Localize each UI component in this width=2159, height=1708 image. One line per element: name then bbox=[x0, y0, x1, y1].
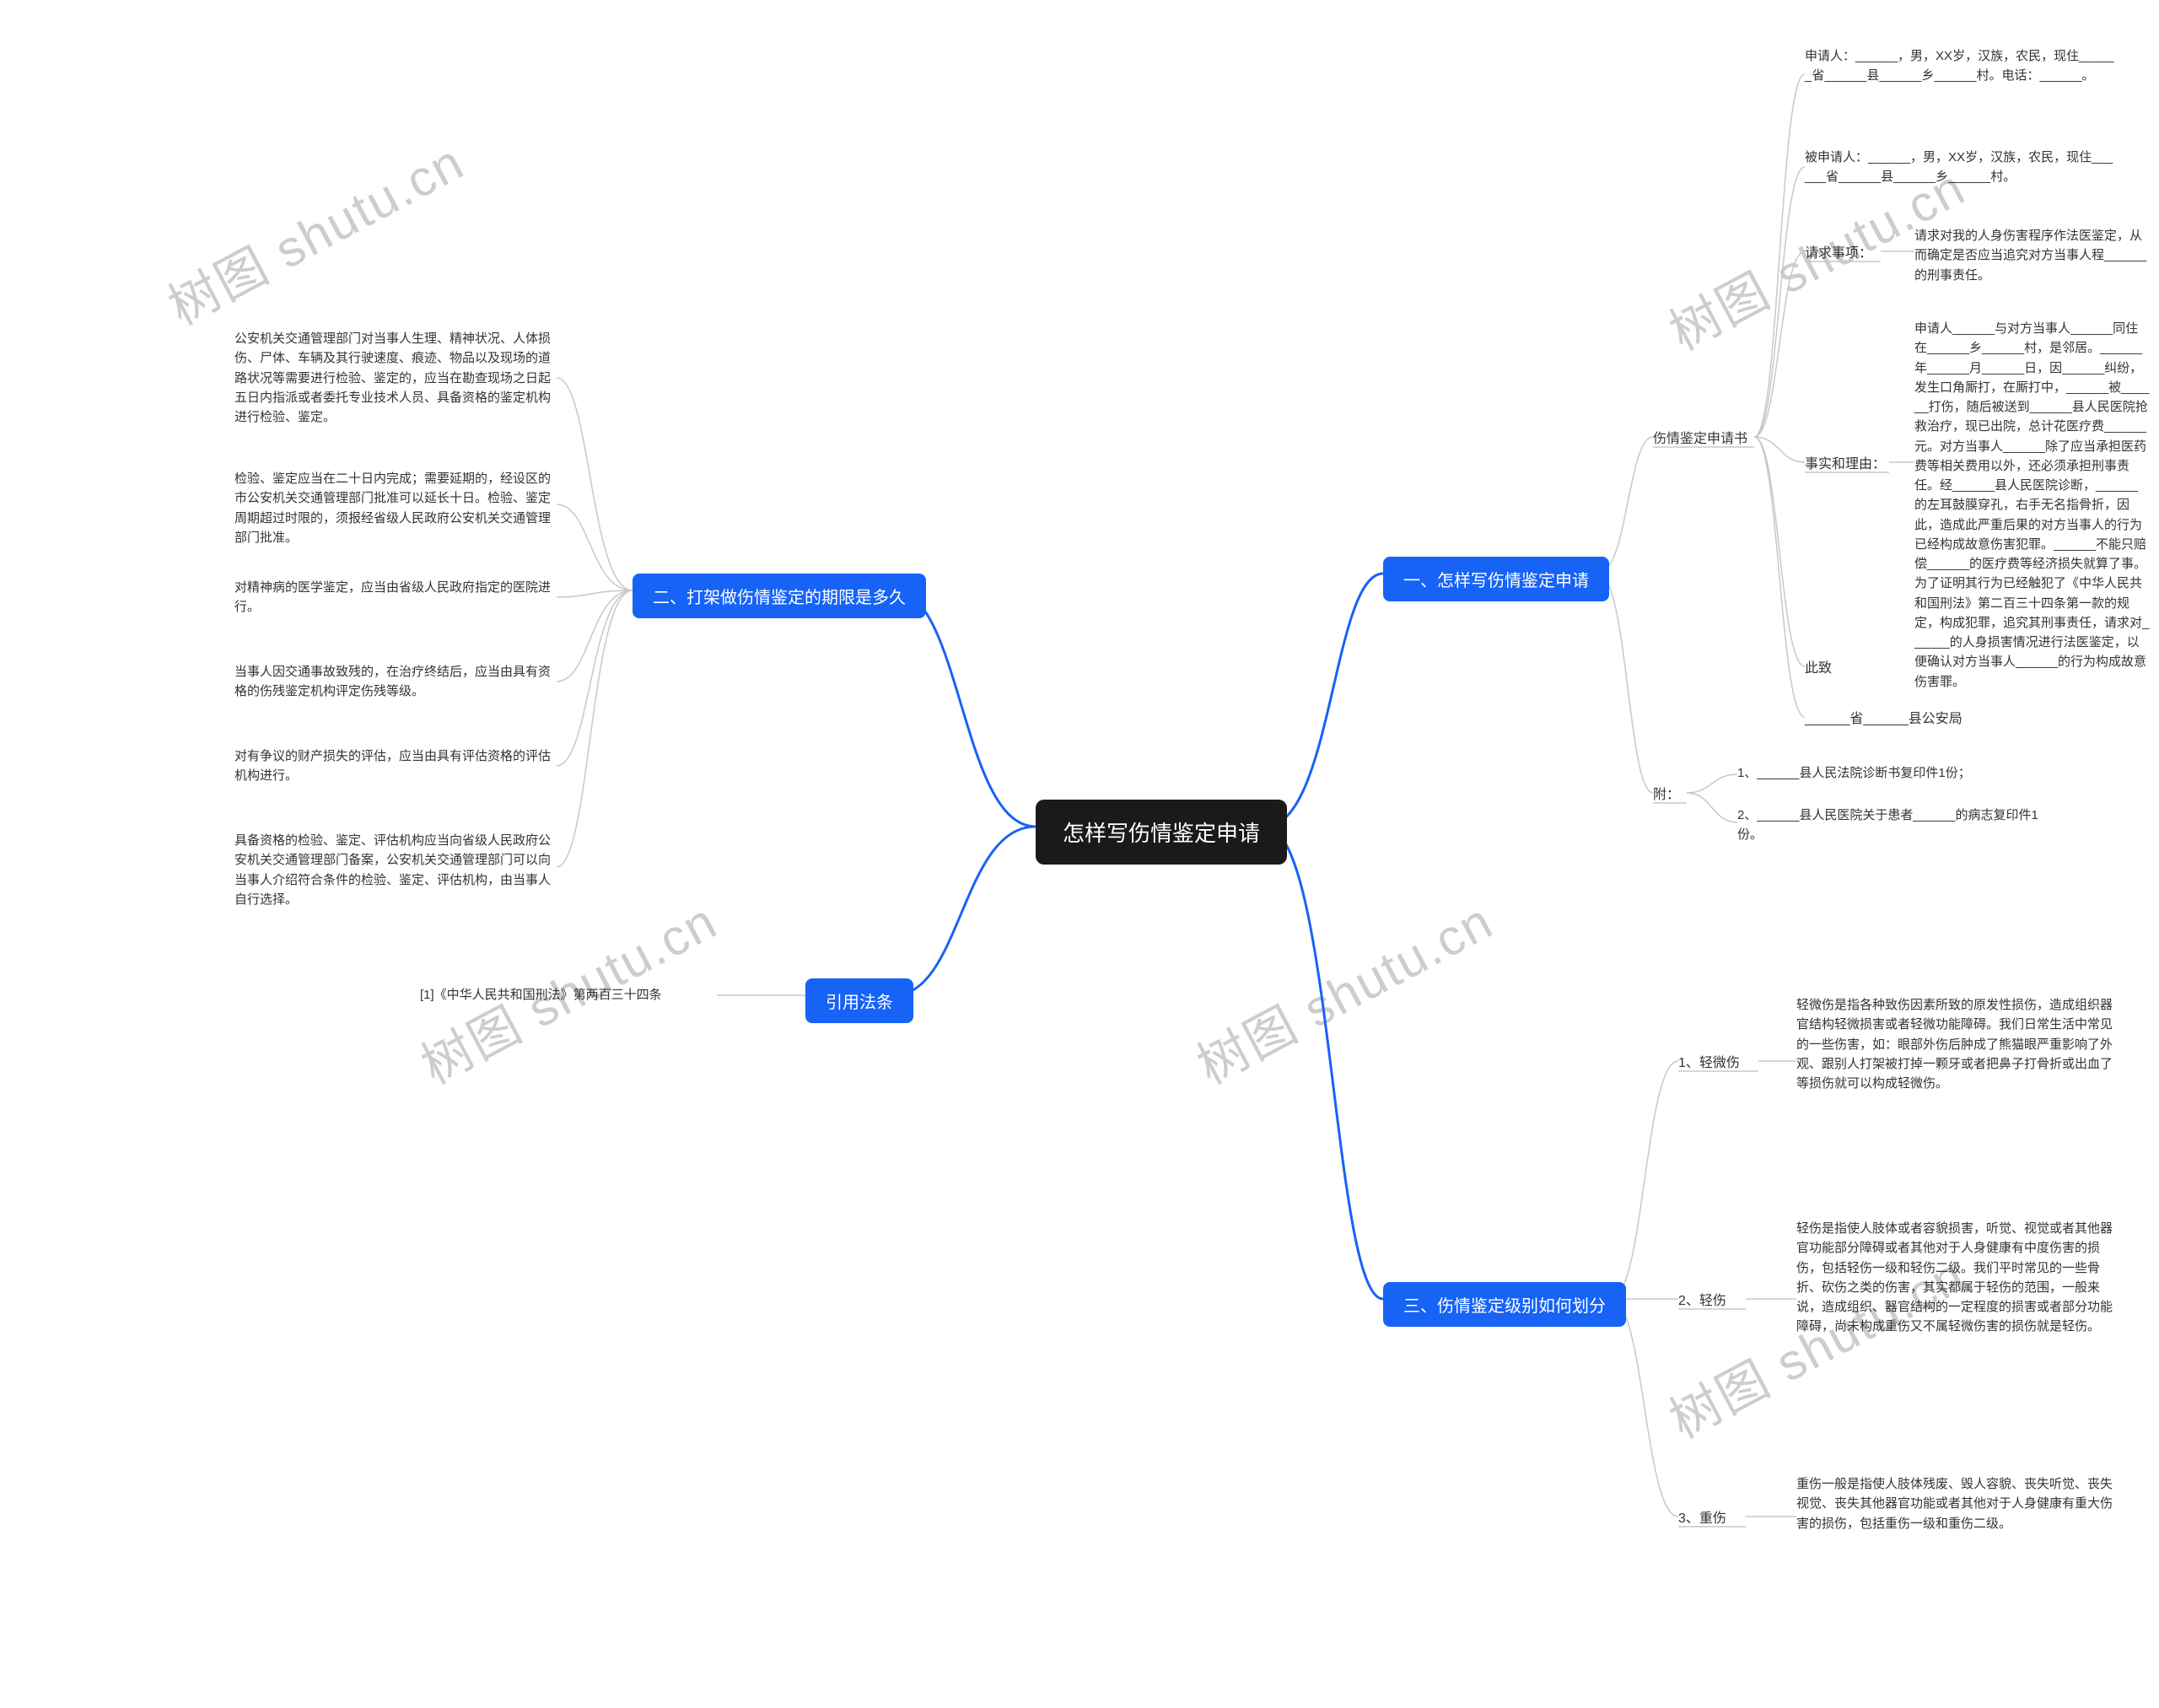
branch-classification: 三、伤情鉴定级别如何划分 bbox=[1383, 1282, 1626, 1327]
leaf-severe-injury-text: 重伤一般是指使人肢体残废、毁人容貌、丧失听觉、丧失视觉、丧失其他器官功能或者其他… bbox=[1796, 1474, 2117, 1533]
leaf-bureau: ______省______县公安局 bbox=[1805, 707, 1962, 727]
sub-light-injury: 2、轻伤 bbox=[1678, 1289, 1726, 1309]
sub-minor-injury: 1、轻微伤 bbox=[1678, 1051, 1740, 1071]
leaf-left-6: 具备资格的检验、鉴定、评估机构应当向省级人民政府公安机关交通管理部门备案，公安机… bbox=[234, 831, 555, 909]
leaf-request-text: 请求对我的人身伤害程序作法医鉴定，从而确定是否应当追究对方当事人程______的… bbox=[1914, 226, 2151, 285]
sub-attachment: 附： bbox=[1653, 783, 1680, 803]
root-node: 怎样写伤情鉴定申请 bbox=[1036, 800, 1287, 865]
leaf-attach-2: 2、______县人民医院关于患者______的病志复印件1份。 bbox=[1737, 806, 2041, 845]
branch-how-to-write: 一、怎样写伤情鉴定申请 bbox=[1383, 557, 1609, 601]
leaf-citation: [1]《中华人民共和国刑法》第两百三十四条 bbox=[420, 985, 662, 1005]
branch-citation: 引用法条 bbox=[805, 978, 913, 1023]
leaf-left-2: 检验、鉴定应当在二十日内完成；需要延期的，经设区的市公安机关交通管理部门批准可以… bbox=[234, 469, 555, 547]
sub-application-doc: 伤情鉴定申请书 bbox=[1653, 427, 1747, 447]
leaf-light-injury-text: 轻伤是指使人肢体或者容貌损害，听觉、视觉或者其他器官功能部分障碍或者其他对于人身… bbox=[1796, 1219, 2117, 1337]
sub-request: 请求事项： bbox=[1805, 241, 1872, 261]
leaf-cizhi: 此致 bbox=[1805, 656, 1832, 676]
leaf-respondent: 被申请人：______，男，XX岁，汉族，农民，现住______省______县… bbox=[1805, 148, 2117, 187]
leaf-left-4: 当事人因交通事故致残的，在治疗终结后，应当由具有资格的伤残鉴定机构评定伤残等级。 bbox=[234, 662, 555, 702]
leaf-left-5: 对有争议的财产损失的评估，应当由具有评估资格的评估机构进行。 bbox=[234, 746, 555, 786]
leaf-facts-text: 申请人______与对方当事人______同住在______乡______村，是… bbox=[1914, 319, 2151, 692]
leaf-applicant: 申请人：______，男，XX岁，汉族，农民，现住______省______县_… bbox=[1805, 46, 2117, 86]
leaf-attach-1: 1、______县人民法院诊断书复印件1份； bbox=[1737, 763, 1971, 783]
leaf-left-1: 公安机关交通管理部门对当事人生理、精神状况、人体损伤、尸体、车辆及其行驶速度、痕… bbox=[234, 329, 555, 427]
sub-severe-injury: 3、重伤 bbox=[1678, 1506, 1726, 1527]
leaf-minor-injury-text: 轻微伤是指各种致伤因素所致的原发性损伤，造成组织器官结构轻微损害或者轻微功能障碍… bbox=[1796, 995, 2117, 1093]
leaf-left-3: 对精神病的医学鉴定，应当由省级人民政府指定的医院进行。 bbox=[234, 578, 555, 617]
branch-time-limit: 二、打架做伤情鉴定的期限是多久 bbox=[633, 574, 926, 618]
sub-facts: 事实和理由： bbox=[1805, 452, 1886, 472]
